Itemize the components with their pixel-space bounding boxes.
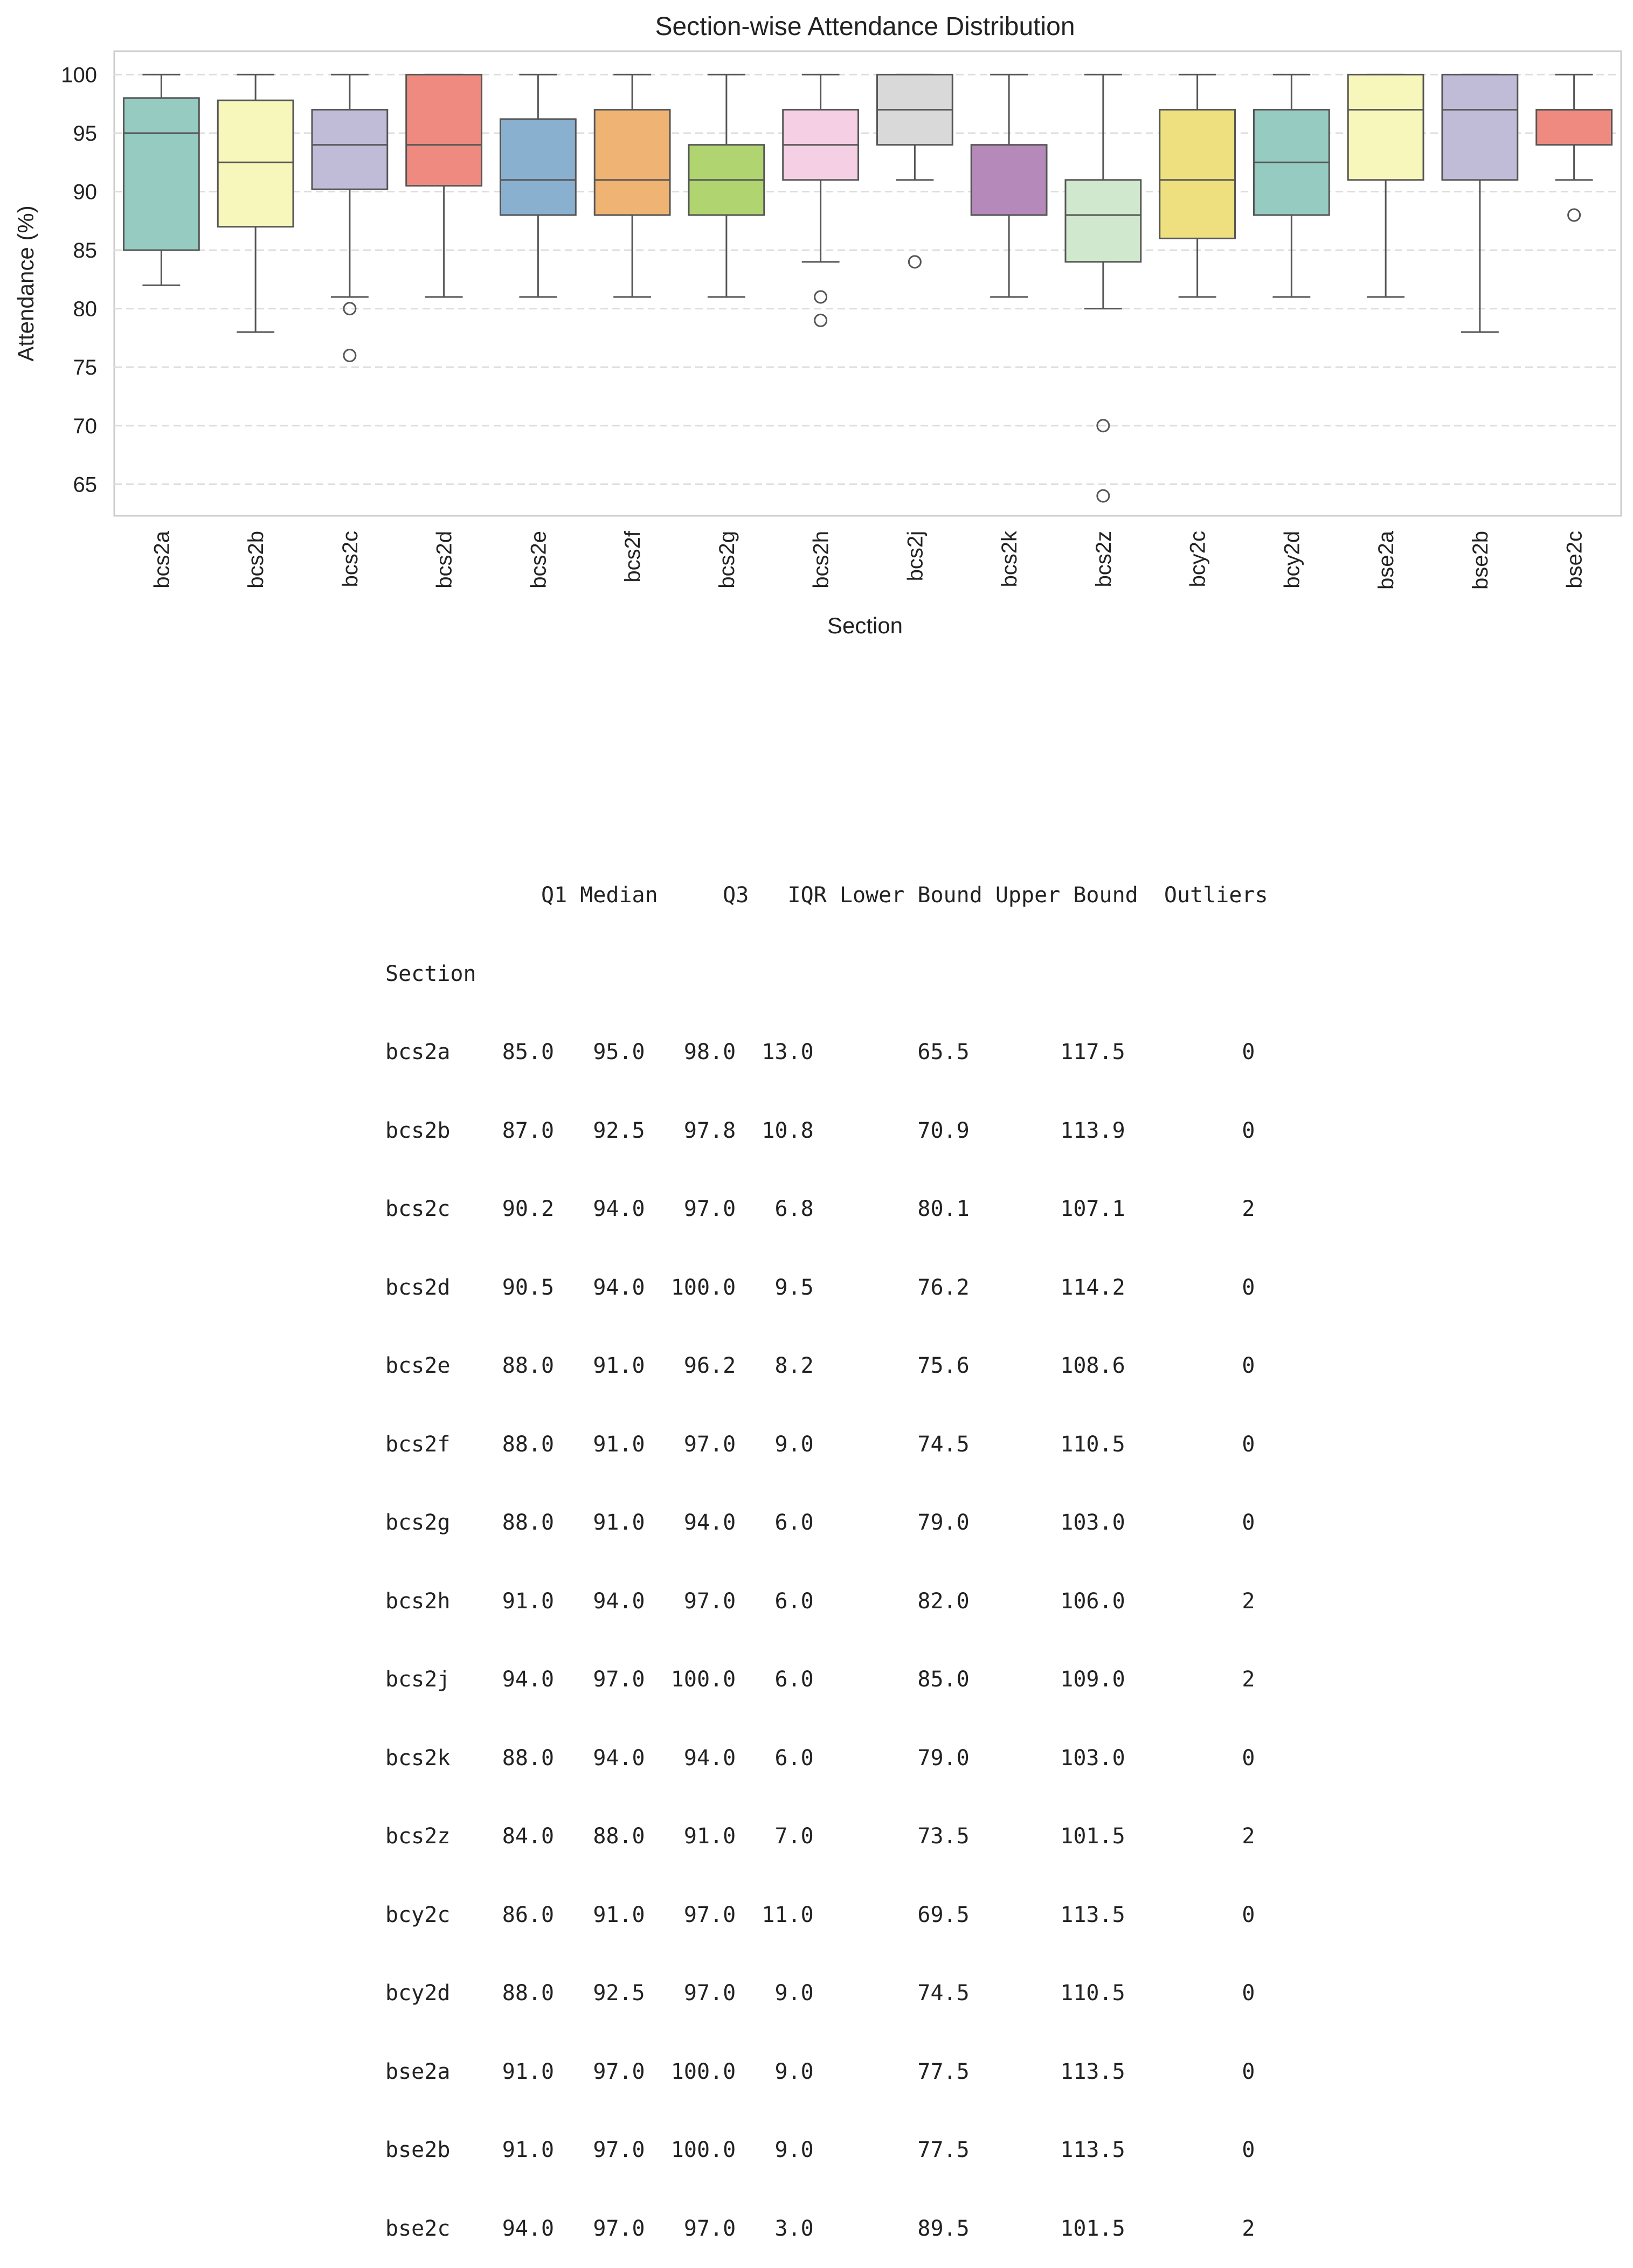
- box-bcy2d: [1253, 73, 1330, 298]
- box-bcs2z: [1064, 73, 1142, 503]
- outlier-point: [814, 313, 828, 327]
- stats-table-row: bcs2b 87.0 92.5 97.8 10.8 70.9 113.9 0: [385, 1118, 1255, 1143]
- stats-table-row: bcs2a 85.0 95.0 98.0 13.0 65.5 117.5 0: [385, 1040, 1255, 1064]
- y-tick-label: 65: [73, 473, 98, 496]
- boxes: [122, 73, 1613, 503]
- iqr-box: [1535, 109, 1613, 146]
- y-tick-label: 85: [73, 239, 98, 262]
- x-tick-label: bcs2d: [433, 531, 456, 589]
- stats-table-row: bcs2k 88.0 94.0 94.0 6.0 79.0 103.0 0: [385, 1745, 1255, 1771]
- iqr-box: [499, 118, 577, 216]
- outlier-point: [343, 349, 357, 363]
- outlier-point: [343, 302, 357, 316]
- y-tick-labels: 65 70 75 80 85 90 95 100: [61, 63, 97, 496]
- chart-title: Section-wise Attendance Distribution: [655, 12, 1075, 41]
- x-tick-label: bcs2c: [338, 531, 362, 587]
- stats-table-row: bse2c 94.0 97.0 97.0 3.0 89.5 101.5 2: [385, 2216, 1255, 2241]
- x-tick-label: bcs2a: [150, 530, 174, 588]
- x-tick-label: bcs2g: [715, 531, 739, 589]
- box-plot-chart: Section-wise Attendance Distribution 65 7…: [13, 12, 1622, 638]
- box-bse2a: [1347, 73, 1424, 298]
- iqr-box: [1347, 73, 1424, 181]
- stats-table-header: Q1 Median Q3 IQR Lower Bound Upper Bound…: [385, 883, 1268, 908]
- outlier-point: [1096, 419, 1110, 433]
- stats-table-row: bcs2h 91.0 94.0 97.0 6.0 82.0 106.0 2: [385, 1588, 1255, 1614]
- y-tick-label: 75: [73, 356, 98, 379]
- y-tick-label: 80: [73, 298, 98, 321]
- x-tick-label: bcs2e: [527, 531, 550, 589]
- x-tick-labels: bcs2a bcs2b bcs2c bcs2d bcs2e bcs2f bcs2g bcs2h…: [150, 530, 1586, 590]
- x-tick-label: bcs2j: [903, 531, 927, 581]
- x-tick-label: bcs2b: [244, 531, 268, 589]
- x-tick-label: bcs2z: [1092, 531, 1116, 587]
- x-tick-label: bcy2c: [1186, 531, 1210, 587]
- box-bcs2f: [593, 73, 671, 298]
- plot-frame: [113, 50, 1622, 517]
- stats-table-row: bse2b 91.0 97.0 100.0 9.0 77.5 113.5 0: [385, 2138, 1255, 2162]
- stats-table-row: bcs2j 94.0 97.0 100.0 6.0 85.0 109.0 2: [385, 1667, 1255, 1692]
- outlier-point: [1096, 489, 1110, 503]
- box-bcs2j: [876, 73, 953, 269]
- stats-table-row: bcs2f 88.0 91.0 97.0 9.0 74.5 110.5 0: [385, 1432, 1255, 1457]
- x-tick-label: bse2b: [1469, 531, 1492, 590]
- iqr-box: [1441, 73, 1519, 181]
- y-tick-label: 90: [73, 181, 98, 204]
- x-tick-label: bse2c: [1563, 531, 1587, 589]
- stats-table-row: bse2a 91.0 97.0 100.0 9.0 77.5 113.5 0: [385, 2059, 1255, 2084]
- stats-table-row: bcy2c 86.0 91.0 97.0 11.0 69.5 113.5 0: [385, 1902, 1255, 1927]
- iqr-box: [593, 109, 671, 216]
- outlier-point: [1567, 208, 1581, 222]
- outlier-point: [908, 255, 922, 269]
- stats-table-row: bcy2d 88.0 92.5 97.0 9.0 74.5 110.5 0: [385, 1981, 1255, 2006]
- box-bcs2b: [217, 73, 294, 333]
- box-bse2c: [1535, 73, 1613, 222]
- stats-table-row: bcs2c 90.2 94.0 97.0 6.8 80.1 107.1 2: [385, 1197, 1255, 1221]
- stats-table: Q1 Median Q3 IQR Lower Bound Upper Bound…: [385, 830, 1268, 2268]
- x-tick-label: bcs2k: [998, 530, 1021, 587]
- x-tick-label: bse2a: [1374, 530, 1398, 590]
- iqr-box: [122, 97, 200, 251]
- box-bcs2e: [499, 73, 577, 298]
- box-bcs2c: [311, 73, 389, 363]
- box-bse2b: [1441, 73, 1519, 333]
- box-bcy2c: [1159, 73, 1236, 298]
- stats-table-row: bcs2z 84.0 88.0 91.0 7.0 73.5 101.5 2: [385, 1824, 1255, 1849]
- box-bcs2g: [688, 73, 765, 298]
- iqr-box: [970, 144, 1048, 216]
- stats-table-row: bcs2g 88.0 91.0 94.0 6.0 79.0 103.0 0: [385, 1510, 1255, 1535]
- stats-table-row: bcs2e 88.0 91.0 96.2 8.2 75.6 108.6 0: [385, 1353, 1255, 1378]
- y-tick-label: 100: [61, 63, 97, 87]
- stats-table-row: bcs2d 90.5 94.0 100.0 9.5 76.2 114.2 0: [385, 1275, 1255, 1300]
- box-bcs2k: [970, 73, 1048, 298]
- x-tick-label: bcs2f: [621, 530, 645, 582]
- x-tick-label: bcs2h: [809, 531, 833, 589]
- stats-table-index-label: Section: [385, 961, 476, 986]
- y-axis-label: Attendance (%): [13, 205, 38, 362]
- iqr-box: [311, 109, 389, 190]
- iqr-box: [217, 99, 294, 228]
- iqr-box: [1064, 179, 1142, 263]
- y-tick-label: 70: [73, 414, 98, 438]
- y-tick-label: 95: [73, 122, 98, 146]
- iqr-box: [1159, 109, 1236, 239]
- x-tick-label: bcy2d: [1280, 531, 1304, 589]
- outlier-point: [814, 290, 828, 304]
- iqr-box: [405, 73, 483, 187]
- box-bcs2a: [122, 73, 200, 286]
- x-axis-label: Section: [827, 613, 903, 638]
- box-bcs2d: [405, 73, 483, 298]
- box-bcs2h: [782, 73, 860, 327]
